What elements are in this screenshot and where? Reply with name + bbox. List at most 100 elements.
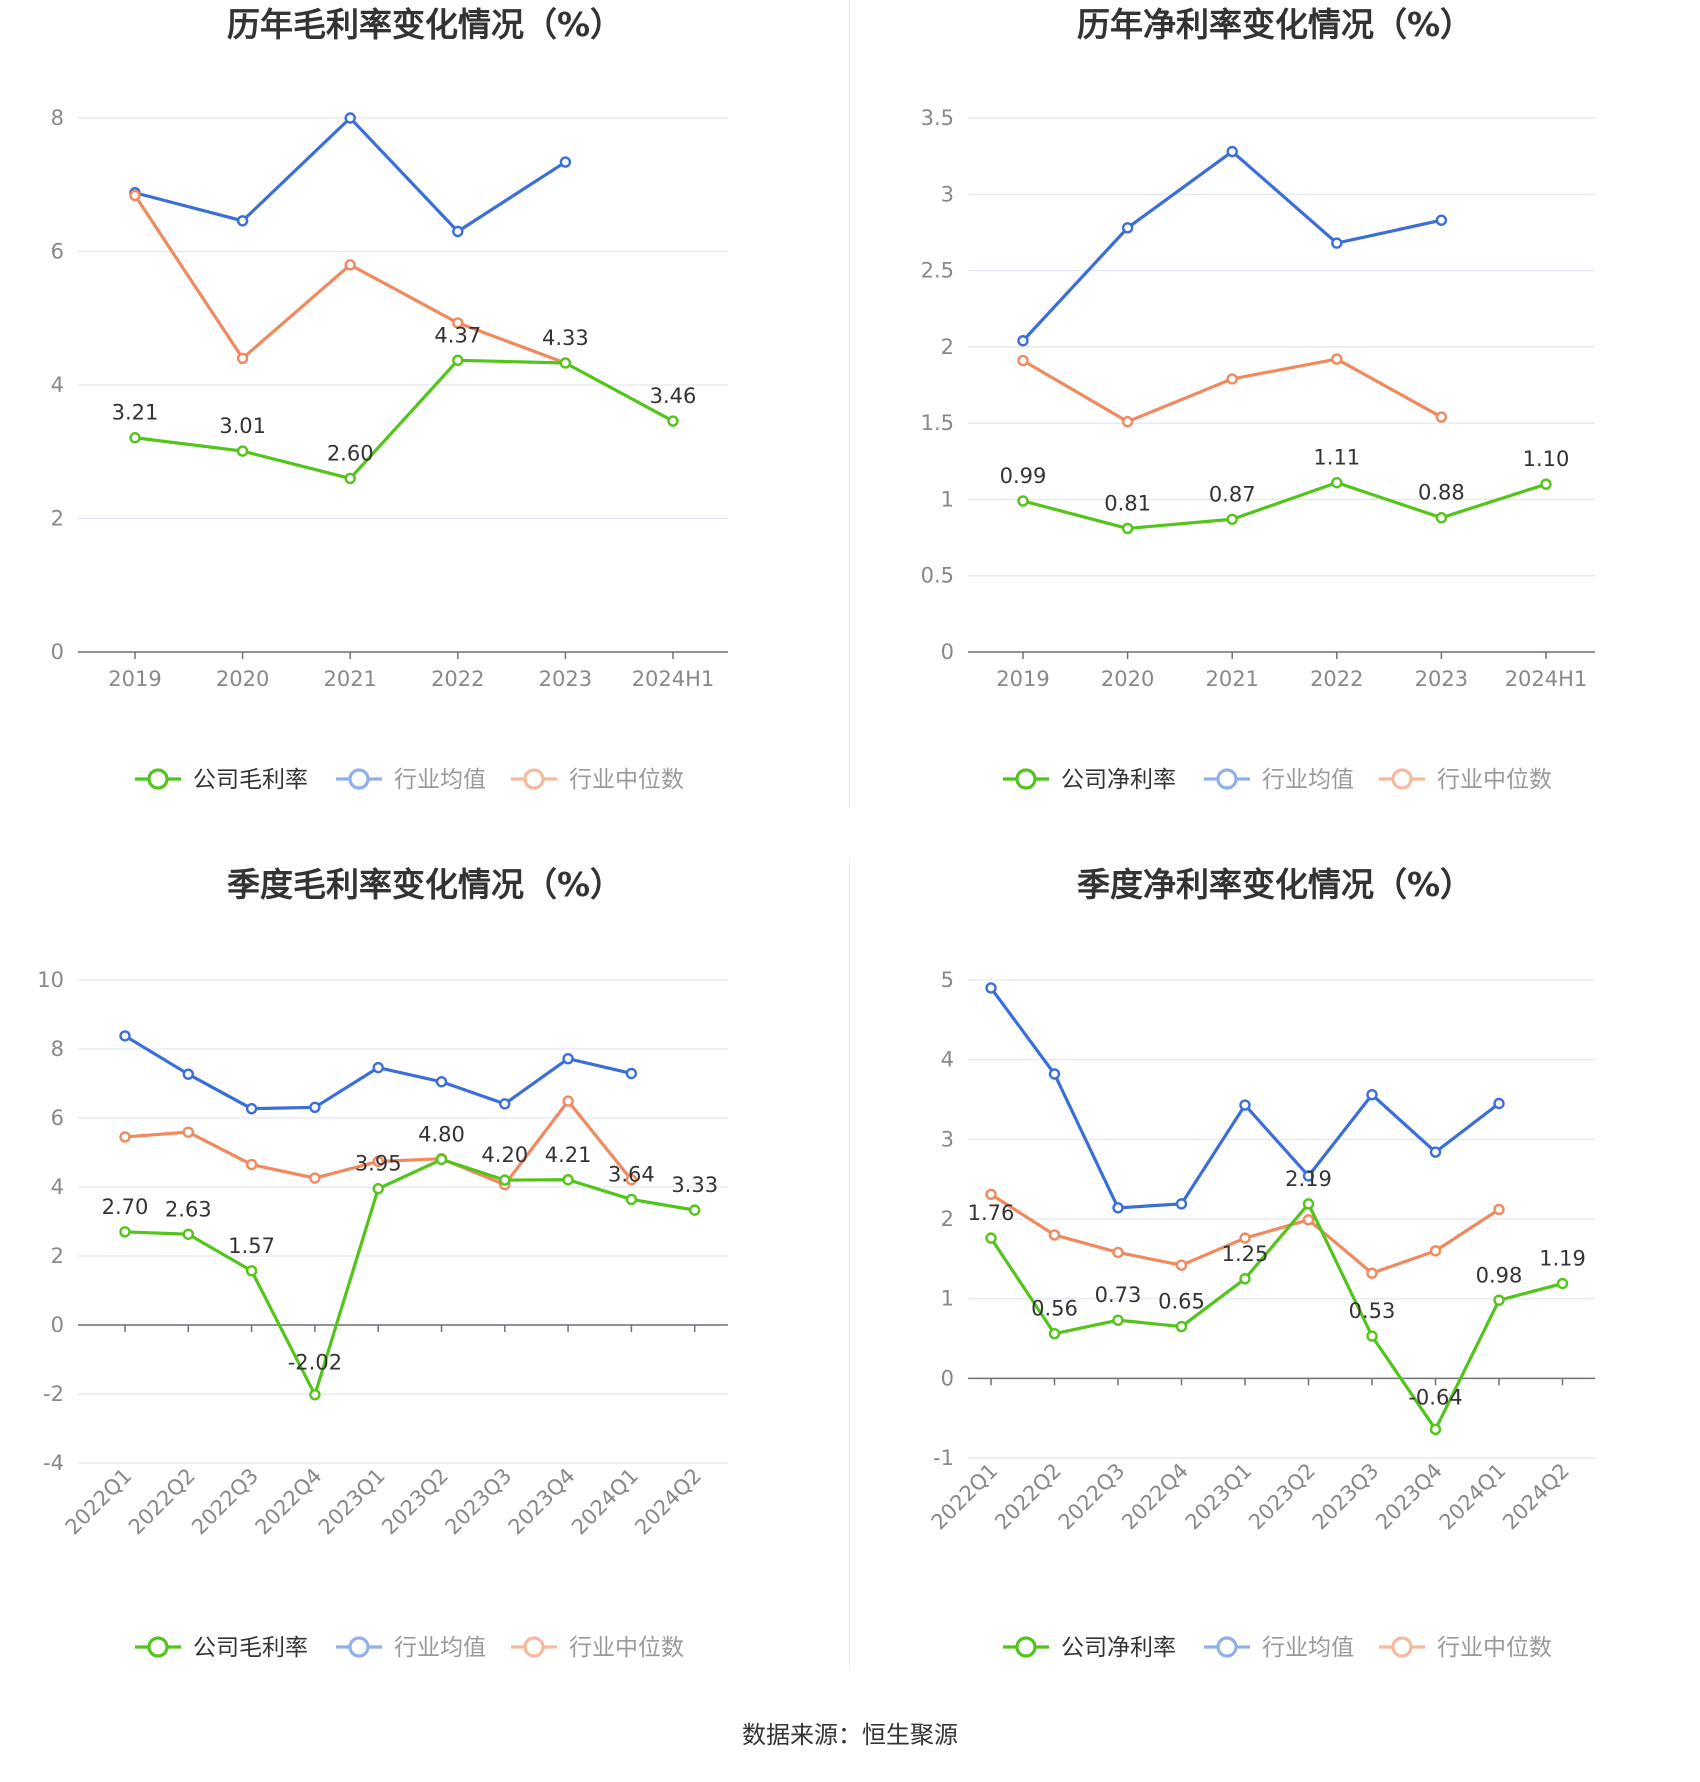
x-tick-label: 2022Q1	[61, 1464, 137, 1540]
y-tick-label: 2	[51, 507, 64, 531]
data-point	[1121, 222, 1134, 234]
data-point	[625, 1193, 638, 1206]
y-tick-label: -1	[933, 1446, 954, 1470]
x-tick-label: 2022Q2	[990, 1459, 1066, 1535]
data-label: 2.70	[102, 1195, 149, 1219]
x-tick-label: 2019	[108, 667, 161, 691]
legend-label: 行业均值	[1262, 1635, 1354, 1661]
legend-label: 行业中位数	[1437, 767, 1552, 793]
data-point	[667, 415, 679, 427]
data-point	[1175, 1320, 1188, 1333]
data-point	[344, 112, 356, 124]
x-tick-label: 2023Q1	[314, 1464, 390, 1540]
y-tick-label: 6	[51, 1106, 64, 1130]
legend-label: 公司净利率	[1061, 767, 1176, 793]
legend-label: 行业中位数	[569, 1635, 684, 1661]
legend: 公司毛利率 行业均值 行业中位数	[135, 767, 684, 793]
y-tick-label: 4	[941, 1048, 954, 1072]
data-label: 3.95	[355, 1152, 402, 1176]
y-tick-label: 0	[941, 1366, 954, 1390]
data-point	[1429, 1423, 1442, 1436]
data-point	[1239, 1232, 1251, 1244]
y-tick-label: 0.5	[921, 564, 954, 588]
data-label: 4.37	[434, 323, 481, 347]
data-point	[435, 1153, 448, 1166]
data-label: 1.19	[1539, 1247, 1586, 1271]
x-tick-label: 2022Q3	[1054, 1459, 1130, 1535]
data-label: 0.81	[1104, 491, 1151, 515]
x-tick-label: 2023Q3	[440, 1464, 516, 1540]
legend-label: 行业均值	[394, 767, 486, 793]
data-point	[309, 1101, 321, 1114]
x-tick-label: 2020	[216, 667, 269, 691]
x-tick-label: 2024Q2	[1498, 1459, 1574, 1535]
x-tick-label: 2023Q1	[1181, 1459, 1257, 1535]
annual-net-margin-chart: 历年净利率变化情况（%） 0 0.5 1 1.5 2 2.5 3 3.5 2019 2020 2021…	[850, 0, 1700, 860]
data-point	[1226, 513, 1238, 525]
data-point	[129, 189, 141, 202]
data-point	[1112, 1246, 1124, 1259]
series-line-1	[1021, 149, 1442, 342]
data-point	[625, 1174, 638, 1186]
y-tick-label: 2	[941, 1207, 954, 1231]
data-point	[1302, 1170, 1315, 1182]
data-point	[1493, 1203, 1505, 1216]
data-point	[182, 1126, 195, 1138]
data-label: 1.11	[1313, 446, 1360, 470]
data-point	[1331, 353, 1343, 365]
y-tick-label: 1	[941, 1287, 954, 1311]
y-tick-label: 4	[51, 373, 64, 397]
legend: 公司净利率 行业均值 行业中位数	[1003, 767, 1552, 793]
legend-marker	[147, 1636, 169, 1658]
legend: 公司净利率 行业均值 行业中位数	[1003, 1635, 1552, 1661]
data-point	[1226, 373, 1238, 385]
series-line-0	[124, 1157, 695, 1397]
x-tick-label: 2023	[539, 667, 592, 691]
data-label: 0.99	[1000, 464, 1047, 488]
x-tick-label: 2022Q4	[1117, 1459, 1193, 1535]
vertical-divider-bottom	[849, 860, 850, 1668]
x-tick-label: 2019	[996, 667, 1049, 691]
data-label: 1.57	[228, 1234, 275, 1258]
data-label: 3.46	[650, 384, 697, 408]
data-point	[182, 1228, 195, 1240]
y-tick-label: 2	[51, 1244, 64, 1268]
data-point	[1366, 1267, 1378, 1279]
data-point	[1435, 411, 1448, 423]
x-tick-label: 2021	[1205, 667, 1258, 691]
data-point	[1429, 1245, 1442, 1257]
data-label: 2.63	[165, 1197, 212, 1221]
legend-label: 公司净利率	[1061, 1635, 1176, 1661]
chart-title: 季度毛利率变化情况（%）	[227, 865, 623, 904]
y-tick-label: 0	[51, 1313, 64, 1337]
data-label: 0.87	[1209, 482, 1256, 506]
legend: 公司毛利率 行业均值 行业中位数	[135, 1635, 684, 1661]
data-label: 0.88	[1418, 481, 1465, 505]
data-label: 2.19	[1285, 1167, 1332, 1191]
chart-title: 历年净利率变化情况（%）	[1077, 5, 1473, 44]
data-point	[452, 225, 464, 238]
data-point	[1048, 1229, 1061, 1241]
y-tick-label: 5	[941, 968, 954, 992]
data-point	[372, 1061, 384, 1074]
data-point	[1239, 1273, 1251, 1285]
data-label: 3.64	[608, 1162, 655, 1186]
data-label: 2.60	[327, 441, 374, 465]
data-point	[985, 1232, 997, 1244]
y-tick-label: 4	[51, 1175, 64, 1199]
data-point	[1302, 1198, 1315, 1210]
data-point	[245, 1102, 258, 1115]
series-line-1	[134, 116, 567, 234]
legend-label: 公司毛利率	[193, 1635, 308, 1661]
data-point	[1048, 1328, 1061, 1340]
y-tick-label: 0	[51, 640, 64, 664]
x-tick-label: 2021	[323, 667, 376, 691]
data-point	[236, 352, 249, 364]
data-point	[1175, 1198, 1188, 1210]
data-label: 3.01	[219, 414, 266, 438]
x-tick-label: 2022	[431, 667, 484, 691]
chart-title: 历年毛利率变化情况（%）	[227, 5, 623, 44]
legend-marker	[1015, 1636, 1037, 1658]
data-point	[499, 1098, 511, 1110]
data-point	[1540, 478, 1552, 490]
